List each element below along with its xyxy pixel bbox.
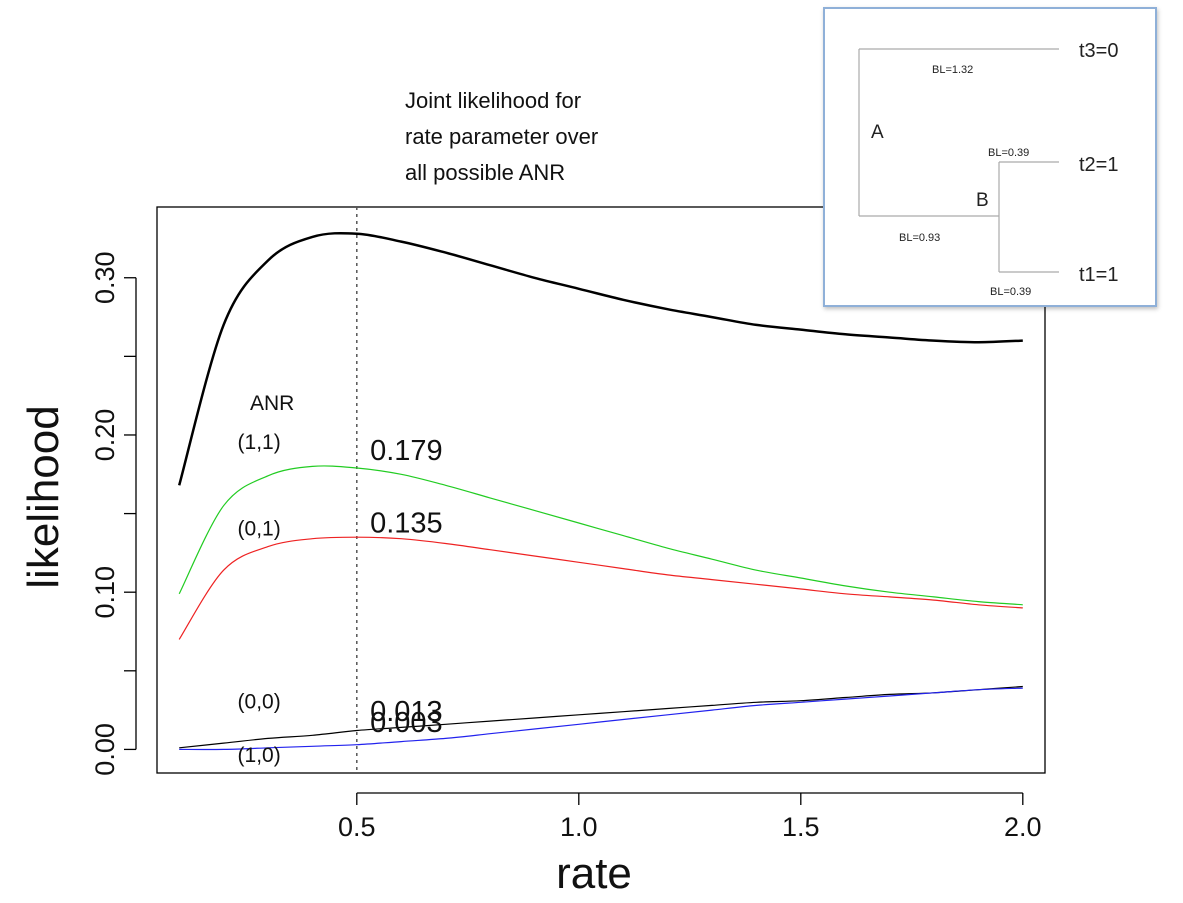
tip-label-t2: t2=1	[1079, 154, 1118, 176]
branch-length-b: BL=0.93	[899, 232, 940, 244]
series-label: (0,0)	[238, 691, 281, 714]
node-label-a: A	[871, 122, 884, 143]
chart-title-line: rate parameter over	[405, 124, 598, 149]
y-tick-label: 0.30	[90, 251, 120, 304]
branch-length-t3: BL=1.32	[932, 64, 973, 76]
branch-length-t1: BL=0.39	[990, 286, 1031, 298]
tree-branches	[858, 48, 1059, 273]
value-annotation: 0.003	[370, 707, 443, 739]
value-annotation: 0.013	[370, 696, 443, 728]
plot-frame	[156, 206, 1046, 774]
chart-title: Joint likelihood for rate parameter over a…	[405, 88, 598, 185]
tree-inset: t3=0 t2=1 t1=1 A B BL=1.32 BL=0.39 BL=0.…	[823, 7, 1157, 307]
x-tick-label: 2.0	[1004, 812, 1042, 842]
series-label: (1,1)	[238, 431, 281, 454]
x-axis-label: rate	[556, 849, 632, 898]
y-axis: 0.00 0.10 0.20 0.30	[90, 251, 137, 776]
value-annotation: 0.179	[370, 435, 443, 467]
y-tick-label: 0.20	[90, 409, 120, 462]
series-line-01	[178, 536, 1023, 640]
series-line-11	[178, 465, 1023, 606]
series-layer	[177, 231, 1023, 751]
value-annotation: 0.135	[370, 507, 443, 539]
x-tick-label: 1.0	[560, 812, 598, 842]
x-tick-label: 1.5	[782, 812, 820, 842]
chart-title-line: all possible ANR	[405, 160, 565, 185]
y-tick-label: 0.00	[90, 723, 120, 776]
branch-length-t2: BL=0.39	[988, 147, 1029, 159]
x-axis: 0.5 1.0 1.5 2.0	[338, 792, 1042, 842]
node-label-b: B	[976, 190, 989, 211]
y-tick-label: 0.10	[90, 566, 120, 619]
series-line-00	[179, 685, 1023, 749]
tip-label-t3: t3=0	[1079, 40, 1118, 62]
tip-label-t1: t1=1	[1079, 264, 1118, 286]
series-label: (1,0)	[238, 744, 281, 767]
chart-title-line: Joint likelihood for	[405, 88, 581, 113]
series-label: (0,1)	[238, 518, 281, 541]
y-axis-label: likelihood	[19, 405, 68, 588]
tree-diagram: t3=0 t2=1 t1=1 A B BL=1.32 BL=0.39 BL=0.…	[858, 40, 1118, 298]
series-line-10	[179, 687, 1023, 751]
series-line-joint	[177, 231, 1023, 486]
legend-title: ANR	[250, 392, 294, 415]
x-tick-label: 0.5	[338, 812, 376, 842]
